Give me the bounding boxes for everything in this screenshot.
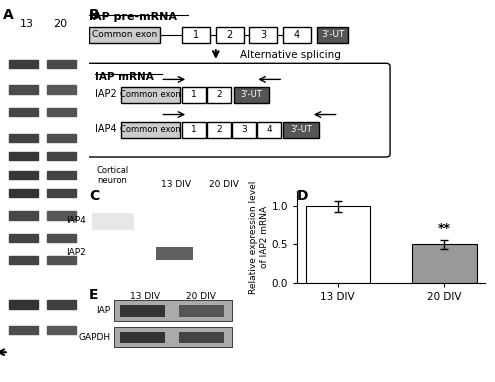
- Bar: [283, 27, 311, 43]
- Bar: [121, 122, 180, 138]
- Bar: [47, 152, 76, 160]
- Bar: [47, 171, 76, 179]
- Bar: [207, 87, 231, 103]
- FancyBboxPatch shape: [85, 63, 390, 157]
- Text: 20: 20: [53, 19, 67, 29]
- Bar: [182, 27, 210, 43]
- Bar: [207, 122, 231, 138]
- Text: 4: 4: [294, 30, 300, 40]
- Bar: [47, 326, 76, 335]
- Bar: [9, 152, 38, 160]
- Text: 1: 1: [191, 125, 197, 134]
- Text: 4: 4: [266, 125, 272, 134]
- Text: IAP4: IAP4: [95, 124, 117, 134]
- Bar: [9, 211, 38, 220]
- Text: 3'-UT: 3'-UT: [241, 90, 262, 99]
- Text: 20 DIV: 20 DIV: [186, 292, 216, 301]
- Bar: [47, 256, 76, 264]
- Text: 3'-UT: 3'-UT: [290, 125, 312, 134]
- Bar: [114, 327, 232, 348]
- Text: C: C: [89, 189, 99, 203]
- Bar: [412, 244, 477, 283]
- Text: GAPDH: GAPDH: [78, 333, 110, 342]
- Text: IAP2: IAP2: [95, 89, 117, 99]
- Bar: [92, 212, 134, 230]
- Text: B: B: [89, 8, 99, 22]
- Text: 2: 2: [227, 30, 233, 40]
- Text: IAP: IAP: [97, 306, 110, 315]
- Bar: [9, 256, 38, 264]
- Bar: [9, 108, 38, 116]
- Bar: [305, 206, 370, 283]
- Text: Common exon: Common exon: [120, 90, 181, 99]
- Bar: [47, 234, 76, 242]
- Bar: [317, 27, 348, 43]
- Text: IAP pre-mRNA: IAP pre-mRNA: [89, 12, 177, 22]
- Bar: [47, 211, 76, 220]
- Bar: [9, 86, 38, 94]
- Text: 20 DIV: 20 DIV: [209, 180, 239, 189]
- Bar: [179, 332, 224, 343]
- Text: 13 DIV: 13 DIV: [161, 180, 191, 189]
- Text: 1: 1: [191, 90, 197, 99]
- Bar: [47, 300, 76, 309]
- Text: 3: 3: [241, 125, 247, 134]
- Bar: [9, 234, 38, 242]
- Bar: [9, 326, 38, 335]
- Bar: [9, 171, 38, 179]
- Text: **: **: [438, 222, 451, 235]
- Bar: [9, 60, 38, 68]
- Bar: [216, 27, 244, 43]
- Text: D: D: [297, 189, 308, 203]
- Bar: [47, 189, 76, 197]
- Bar: [9, 300, 38, 309]
- Text: E: E: [89, 288, 99, 303]
- Bar: [232, 122, 256, 138]
- Bar: [121, 87, 180, 103]
- Bar: [179, 305, 224, 317]
- Bar: [47, 86, 76, 94]
- Text: Alternative splicing: Alternative splicing: [240, 50, 341, 60]
- Text: 13: 13: [19, 19, 34, 29]
- Text: 2: 2: [216, 125, 222, 134]
- Text: 13 DIV: 13 DIV: [130, 292, 160, 301]
- Text: IAP mRNA: IAP mRNA: [95, 72, 154, 82]
- Bar: [47, 134, 76, 142]
- Bar: [120, 305, 165, 317]
- Text: A: A: [2, 8, 13, 22]
- Text: 1: 1: [193, 30, 199, 40]
- Bar: [257, 122, 281, 138]
- Bar: [47, 108, 76, 116]
- Text: 3: 3: [260, 30, 266, 40]
- Text: 3'-UT: 3'-UT: [321, 30, 345, 39]
- Text: Common exon: Common exon: [92, 30, 157, 39]
- Bar: [156, 247, 193, 260]
- Bar: [9, 189, 38, 197]
- Text: IAP4: IAP4: [66, 216, 86, 225]
- Y-axis label: Relative expression level
of IAP2 mRNA: Relative expression level of IAP2 mRNA: [249, 180, 269, 293]
- Bar: [120, 332, 165, 343]
- Bar: [249, 27, 277, 43]
- Bar: [114, 300, 232, 320]
- Bar: [89, 27, 160, 43]
- Bar: [182, 87, 206, 103]
- Bar: [47, 60, 76, 68]
- Text: Cortical
neuron: Cortical neuron: [97, 166, 129, 186]
- Bar: [234, 87, 269, 103]
- Text: IAP2: IAP2: [66, 248, 86, 257]
- Bar: [182, 122, 206, 138]
- Text: 2: 2: [216, 90, 222, 99]
- Text: Common exon: Common exon: [120, 125, 181, 134]
- Bar: [283, 122, 319, 138]
- Bar: [9, 134, 38, 142]
